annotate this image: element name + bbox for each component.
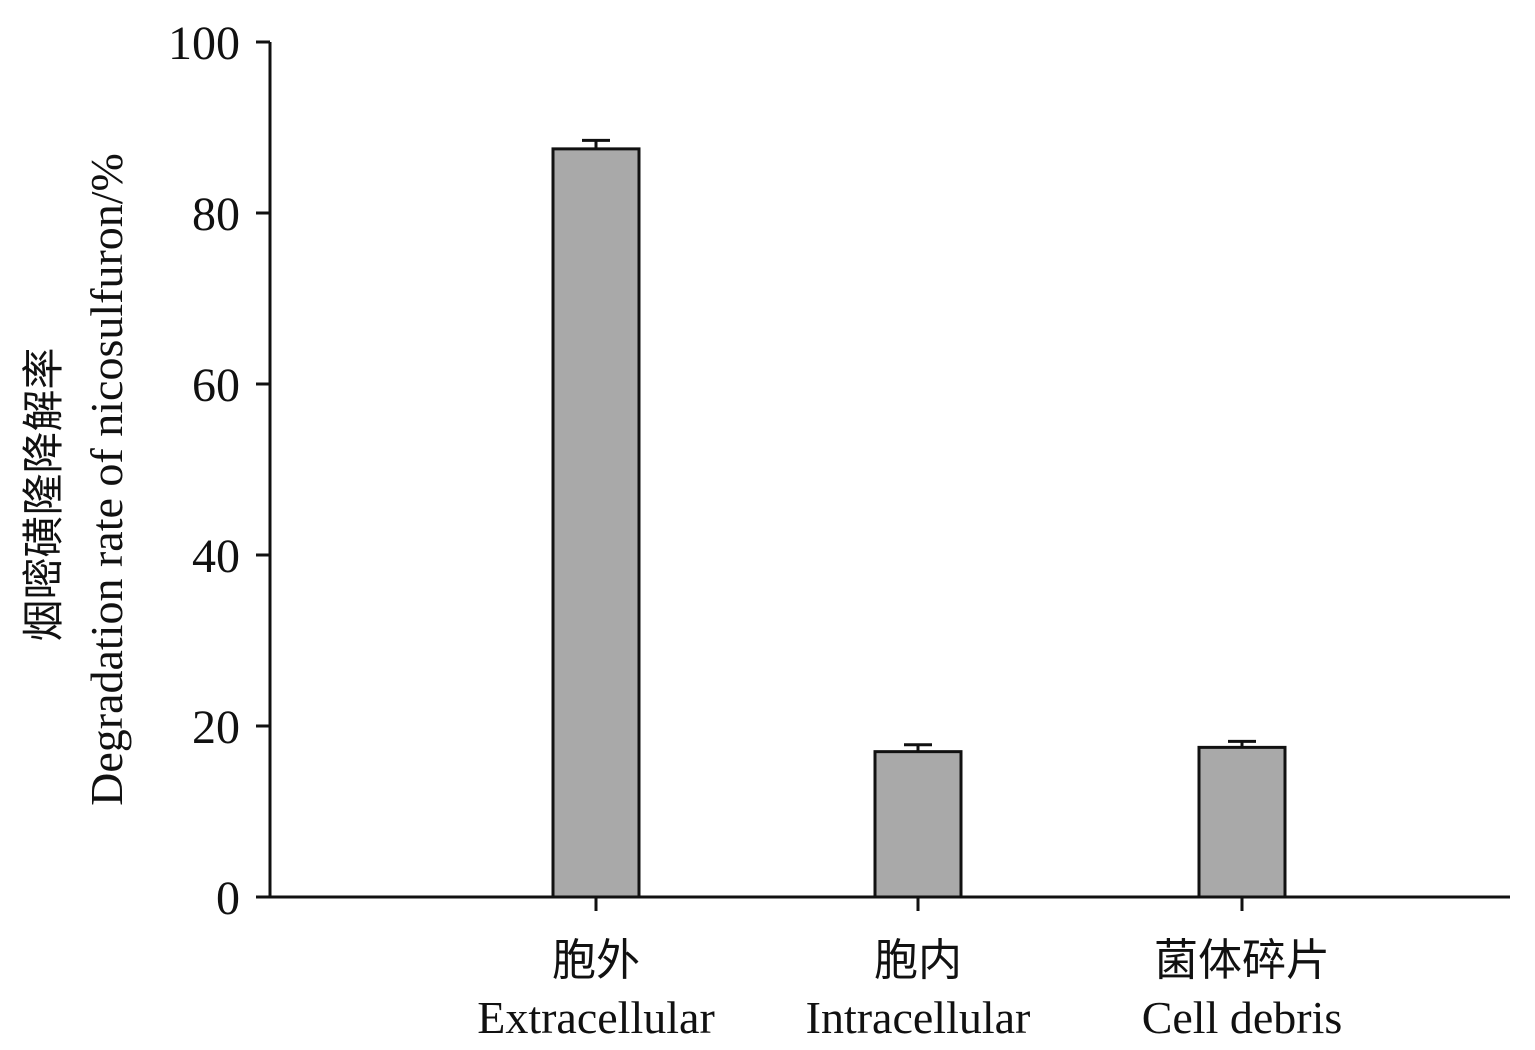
bar	[1197, 745, 1287, 899]
y-tick-label: 40	[192, 530, 240, 583]
x-tick-label-english: Cell debris	[1142, 992, 1343, 1043]
x-tick-label-english: Extracellular	[477, 992, 715, 1043]
bar	[551, 147, 641, 899]
y-tick-label: 80	[192, 188, 240, 241]
y-axis-title-chinese: 烟嘧磺隆降解率	[19, 347, 68, 641]
y-axis-title-english: Degradation rate of nicosulfuron/%	[81, 153, 132, 806]
bars	[551, 138, 1287, 899]
x-tick-label-chinese: 胞内	[874, 935, 962, 986]
y-axis-ticks: 0 20 40 60 80 100	[168, 17, 270, 925]
y-tick-label: 0	[216, 872, 240, 925]
y-tick-label: 60	[192, 359, 240, 412]
x-tick-label-chinese: 菌体碎片	[1154, 935, 1330, 986]
y-tick-label: 20	[192, 701, 240, 754]
y-tick-label: 100	[168, 17, 240, 70]
bar	[873, 750, 963, 899]
x-tick-label-chinese: 胞外	[552, 935, 640, 986]
x-axis-ticks: 胞外 Extracellular 胞内 Intracellular 菌体碎片 Cell d…	[477, 897, 1342, 1043]
y-axis-title: 烟嘧磺隆降解率 Degradation rate of nicosulfuron…	[19, 153, 132, 806]
x-tick-label-english: Intracellular	[806, 992, 1031, 1043]
